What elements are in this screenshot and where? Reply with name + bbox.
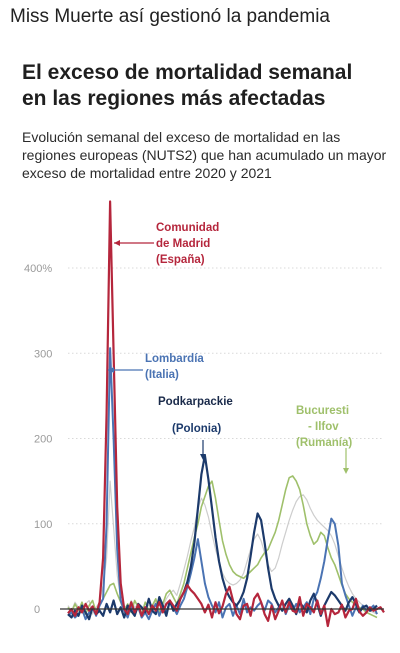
annotation-lombardia: Lombardía [145,353,204,365]
annotation-madrid: Comunidad [156,222,219,234]
y-tick-label: 100 [34,519,52,531]
podkarpackie-arrowhead [200,454,206,460]
image-caption: Miss Muerte así gestionó la pandemia [10,6,330,27]
annotation-madrid: de Madrid [156,238,210,250]
series-line-bucuresti [67,475,378,619]
series-line-lombardia [67,347,378,621]
chart-title: El exceso de mortalidad semanal en las r… [22,61,353,110]
y-tick-label: 0 [34,604,40,616]
annotation-podkarpackie: (Polonia) [172,423,221,435]
annotation-bucuresti: - Ilfov [308,421,339,433]
y-tick-label: 200 [34,434,52,446]
lombardia-arrowhead [108,367,114,373]
annotation-podkarpackie: Podkarpackie [158,396,233,408]
annotation-bucuresti: (Rumanía) [296,437,352,449]
annotation-bucuresti: Bucuresti [296,405,349,417]
chart-subtitle: Evolución semanal del exceso de mortalid… [22,129,387,181]
y-tick-label: 400% [24,263,52,275]
annotation-madrid: (España) [156,254,205,266]
madrid-arrowhead [114,240,120,246]
annotation-lombardia: (Italia) [145,369,179,381]
y-tick-label: 300 [34,348,52,360]
bucuresti-arrowhead [343,468,349,474]
